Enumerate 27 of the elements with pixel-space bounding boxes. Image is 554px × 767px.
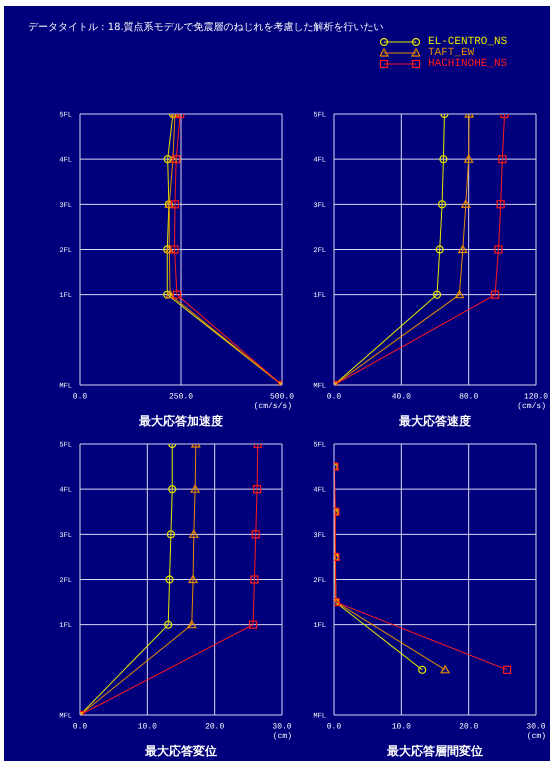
legend-label: EL-CENTRO_NS (428, 36, 508, 48)
x-tick-label: 30.0 (526, 722, 546, 732)
legend-label: HACHINOHE_NS (428, 58, 508, 70)
text: 最大応答層間変位 (386, 743, 484, 760)
text: データタイトル : 18.質点系モデルで免震層のねじれを考慮した解析を行いたい (28, 20, 384, 34)
x-tick-label: 30.0 (272, 722, 292, 732)
x-tick-label: 20.0 (205, 722, 224, 732)
x-tick-label: 0.0 (72, 392, 88, 402)
text: 最大応答速度 (398, 413, 472, 430)
legend-label: TAFT_EW (428, 46, 474, 58)
x-tick-label: 80.0 (459, 392, 478, 402)
x-tick-label: 500.0 (270, 392, 294, 402)
x-tick-label: 0.0 (72, 722, 88, 732)
x-tick-label: 10.0 (392, 722, 412, 732)
x-axis-title: (cm/s) (517, 402, 546, 411)
x-tick-label: 40.0 (392, 392, 412, 402)
x-tick-label: 10.0 (138, 722, 158, 732)
x-axis-title: (cm) (272, 732, 292, 741)
x-tick-label: 0.0 (326, 392, 342, 402)
text: 最大応答変位 (144, 743, 218, 760)
x-tick-label: 0.0 (326, 722, 342, 732)
x-tick-label: 20.0 (459, 722, 478, 732)
x-axis-title: (cm) (526, 732, 546, 741)
x-axis-title: (cm/s/s) (254, 402, 292, 411)
x-tick-label: 120.0 (524, 392, 548, 402)
x-tick-label: 250.0 (168, 392, 194, 402)
text: 最大応答加速度 (138, 413, 224, 430)
